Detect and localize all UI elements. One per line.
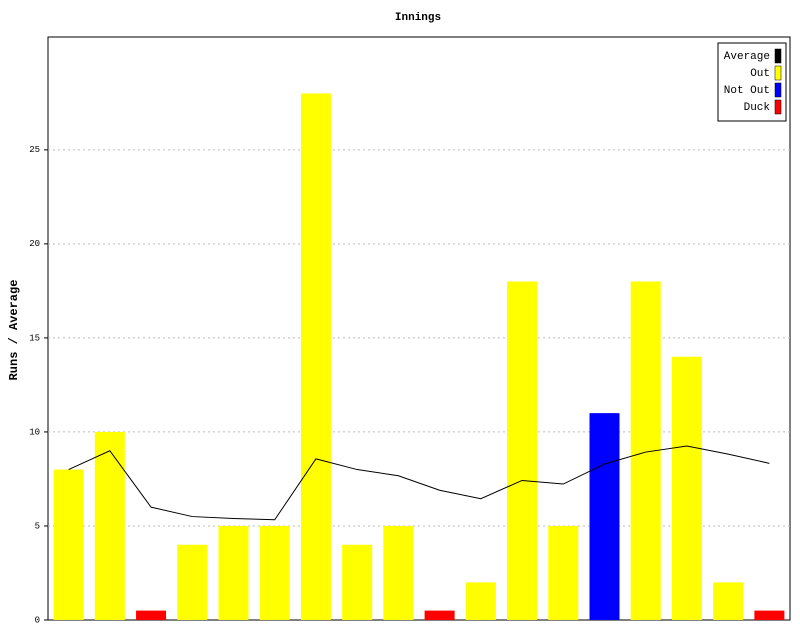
bar bbox=[300, 93, 331, 620]
bar bbox=[713, 582, 744, 620]
y-tick-label: 20 bbox=[29, 239, 40, 249]
bar bbox=[507, 281, 538, 620]
bar bbox=[671, 356, 702, 620]
bar bbox=[548, 525, 579, 620]
average-line bbox=[68, 445, 770, 521]
y-tick-label: 10 bbox=[29, 427, 40, 437]
bar bbox=[342, 544, 373, 620]
bar bbox=[754, 610, 785, 620]
bar bbox=[424, 610, 455, 620]
bar bbox=[136, 610, 167, 620]
bar bbox=[383, 525, 414, 620]
bar bbox=[589, 413, 620, 620]
legend-label: Not Out bbox=[724, 85, 770, 97]
bar bbox=[465, 582, 496, 620]
legend-swatch bbox=[774, 82, 782, 98]
legend-label: Duck bbox=[744, 102, 771, 114]
legend-swatch bbox=[774, 65, 782, 81]
chart-title: Innings bbox=[395, 12, 441, 24]
legend-swatch bbox=[774, 99, 782, 115]
y-tick-label: 5 bbox=[35, 521, 40, 531]
bar bbox=[177, 544, 208, 620]
y-tick-label: 0 bbox=[35, 615, 40, 625]
legend-label: Average bbox=[724, 51, 770, 63]
bar bbox=[259, 525, 290, 620]
y-tick-label: 25 bbox=[29, 145, 40, 155]
y-axis-label: Runs / Average bbox=[7, 280, 21, 381]
bar bbox=[218, 525, 249, 620]
legend-label: Out bbox=[750, 68, 770, 80]
bar bbox=[53, 469, 84, 620]
bar bbox=[94, 431, 125, 620]
plot-frame bbox=[47, 36, 791, 621]
legend-swatch bbox=[774, 48, 782, 64]
y-tick-label: 15 bbox=[29, 333, 40, 343]
legend-box bbox=[717, 42, 787, 122]
